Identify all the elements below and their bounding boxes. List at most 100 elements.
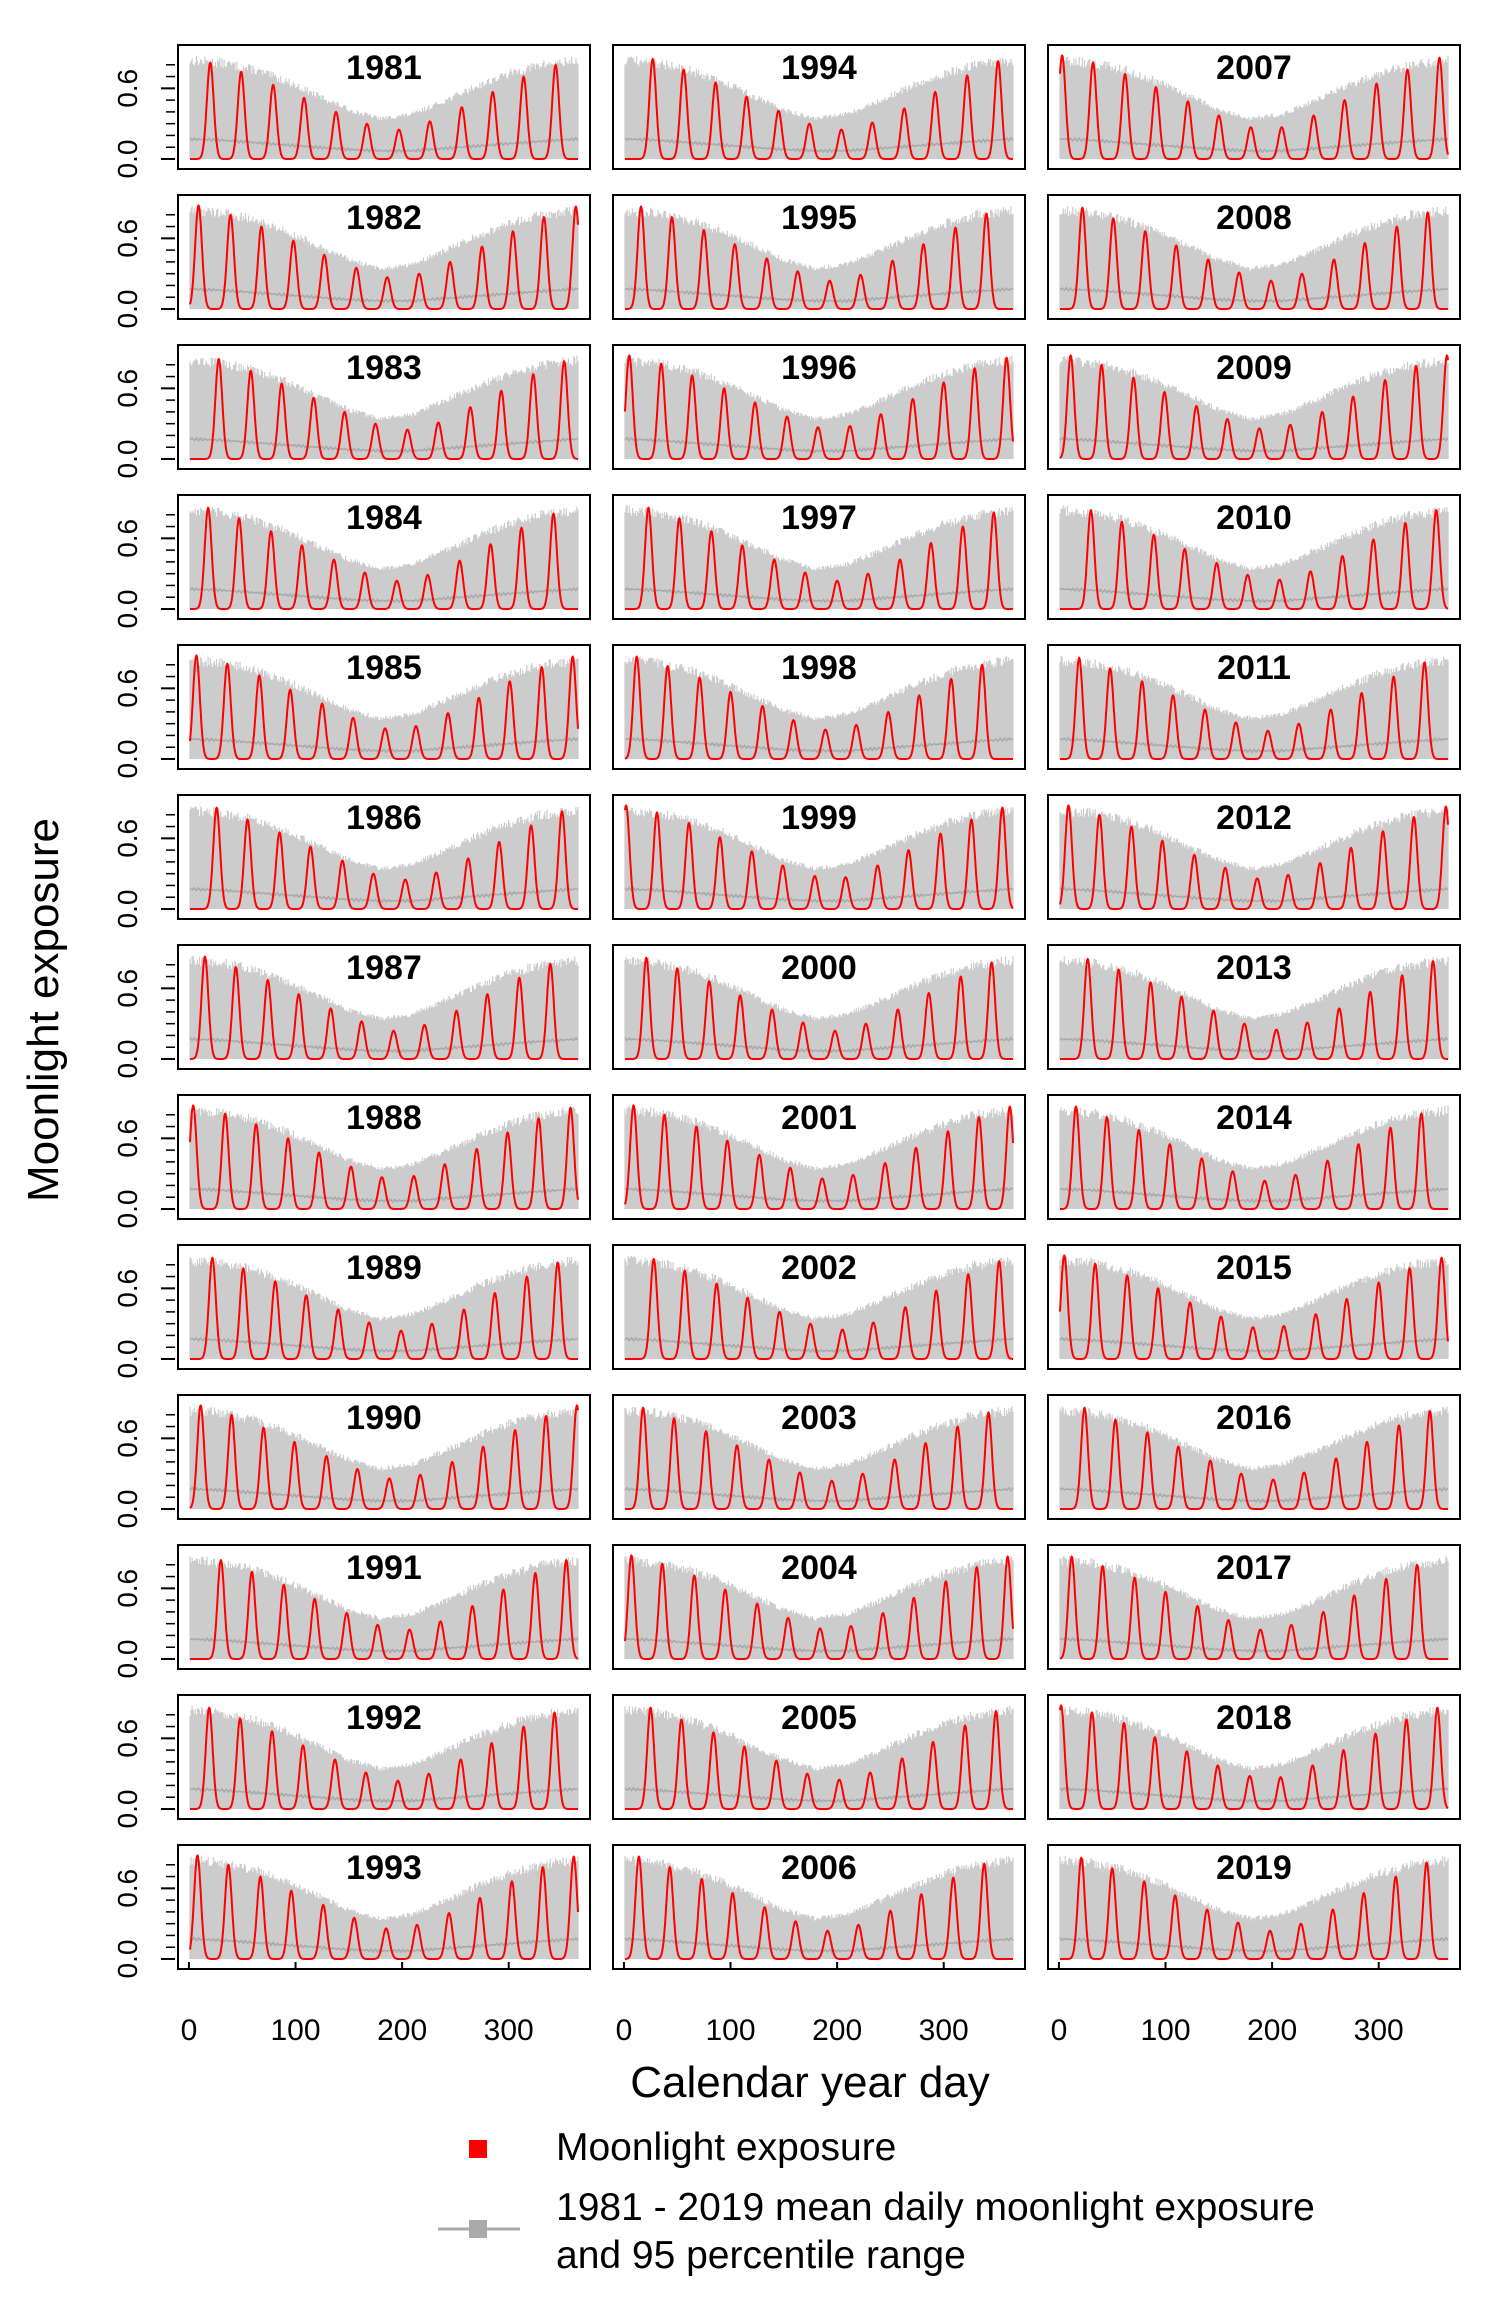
y-tick-label: 0.0: [112, 1190, 143, 1229]
panel-frame-1985: [177, 644, 591, 770]
moonlight-series-1990: [189, 1404, 579, 1510]
legend-label-moonlight: Moonlight exposure: [556, 2126, 896, 2169]
moonlight-series-1988: [189, 1104, 579, 1210]
panel-frame-2016: [1047, 1394, 1461, 1520]
percentile-band-2003: [624, 1406, 1014, 1509]
panel-frame-1981: [177, 44, 591, 170]
x-tick-label: 200: [377, 2014, 427, 2047]
mean-line-1981: [189, 136, 579, 154]
panel-frame-2004: [612, 1544, 1026, 1670]
panel-frame-1994: [612, 44, 1026, 170]
moonlight-series-1983: [189, 357, 579, 460]
moonlight-series-1991: [189, 1559, 579, 1660]
panel-year-label: 1999: [781, 799, 857, 837]
panel-year-label: 2009: [1216, 349, 1292, 387]
percentile-band-2000: [624, 956, 1014, 1059]
panel-year-label: 2017: [1216, 1549, 1292, 1587]
percentile-band-1984: [189, 507, 579, 609]
mean-line-1992: [189, 1786, 579, 1804]
panel-year-label: 1981: [346, 49, 422, 87]
panel-year-label: 2015: [1216, 1249, 1292, 1287]
moonlight-series-2001: [624, 1104, 1014, 1210]
y-tick-label: 0.0: [112, 290, 143, 329]
percentile-band-1999: [624, 806, 1014, 909]
panel-year-label: 1995: [781, 199, 857, 237]
moonlight-series-1987: [189, 955, 579, 1060]
y-tick-label: 0.6: [112, 519, 143, 558]
panel-year-label: 2016: [1216, 1399, 1292, 1437]
percentile-band-2019: [1059, 1855, 1449, 1959]
panel-2000: 2000: [612, 944, 1026, 1070]
panel-grid: 1981 1982 1983 1984 1985 1986 1987 1988 1989 1990…: [177, 44, 1461, 1970]
y-tick-label: 0.0: [112, 1940, 143, 1979]
y-tick-label: 0.0: [112, 1640, 143, 1679]
mean-line-1996: [624, 436, 1014, 454]
mean-line-2008: [1059, 286, 1449, 304]
mean-line-1999: [624, 886, 1014, 904]
x-tick-label: 100: [1140, 2014, 1190, 2047]
moonlight-series-2012: [1059, 804, 1449, 910]
panel-1995: 1995: [612, 194, 1026, 320]
panel-2002: 2002: [612, 1244, 1026, 1370]
panel-1997: 1997: [612, 494, 1026, 620]
panel-year-label: 1989: [346, 1249, 422, 1287]
y-axis-1987: 0.0 0.6: [112, 964, 175, 1079]
panel-year-label: 2001: [781, 1099, 857, 1137]
y-axis-1993: 0.0 0.6: [112, 1864, 175, 1979]
panel-frame-1998: [612, 644, 1026, 770]
panel-year-label: 1998: [781, 649, 857, 687]
y-tick-label: 0.6: [112, 1269, 143, 1308]
x-tick-label: 0: [181, 2014, 198, 2047]
moonlight-series-2018: [1059, 1704, 1449, 1810]
mean-line-2015: [1059, 1336, 1449, 1354]
y-tick-label: 0.6: [112, 369, 143, 408]
y-tick-label: 0.0: [112, 1040, 143, 1079]
mean-line-1985: [189, 736, 579, 754]
panel-2011: 2011: [1047, 644, 1461, 770]
panel-year-label: 1986: [346, 799, 422, 837]
x-tick-label: 0: [616, 2014, 633, 2047]
panel-year-label: 1990: [346, 1399, 422, 1437]
panel-frame-1990: [177, 1394, 591, 1520]
panel-year-label: 2007: [1216, 49, 1292, 87]
panel-2001: 2001: [612, 1094, 1026, 1220]
panel-frame-2018: [1047, 1694, 1461, 1820]
moonlight-series-1982: [189, 204, 579, 310]
panel-year-label: 1988: [346, 1099, 422, 1137]
y-tick-label: 0.0: [112, 590, 143, 629]
legend-label-mean-line2: and 95 percentile range: [556, 2234, 966, 2277]
panel-year-label: 1983: [346, 349, 422, 387]
moonlight-series-1997: [624, 506, 1014, 610]
x-tick-label: 200: [812, 2014, 862, 2047]
y-tick-label: 0.0: [112, 1340, 143, 1379]
moonlight-series-2009: [1059, 354, 1449, 460]
x-tick-label: 300: [919, 2014, 969, 2047]
percentile-band-2018: [1059, 1706, 1449, 1809]
moonlight-series-1999: [624, 804, 1014, 910]
panel-1993: 1993: [177, 1844, 591, 1970]
moonlight-series-2008: [1059, 206, 1449, 310]
panel-frame-1989: [177, 1244, 591, 1370]
mean-line-2017: [1059, 1636, 1449, 1654]
panel-frame-2011: [1047, 644, 1461, 770]
panel-frame-2010: [1047, 494, 1461, 620]
panel-2006: 2006: [612, 1844, 1026, 1970]
y-axis-1983: 0.0 0.6: [112, 364, 175, 479]
panel-frame-2003: [612, 1394, 1026, 1520]
y-tick-label: 0.6: [112, 69, 143, 108]
moonlight-series-2005: [624, 1706, 1014, 1810]
panel-year-label: 1996: [781, 349, 857, 387]
moonlight-series-1986: [189, 806, 579, 910]
mean-line-2016: [1059, 1486, 1449, 1504]
moonlight-series-1985: [189, 654, 579, 760]
y-tick-label: 0.0: [112, 440, 143, 479]
y-tick-label: 0.0: [112, 1490, 143, 1529]
panel-2004: 2004: [612, 1544, 1026, 1670]
moonlight-series-1984: [189, 506, 579, 610]
moonlight-series-2000: [624, 956, 1014, 1060]
panel-2005: 2005: [612, 1694, 1026, 1820]
panel-year-label: 2000: [781, 949, 857, 987]
moonlight-series-1992: [189, 1706, 579, 1810]
legend-swatch-moonlight: [469, 2140, 487, 2158]
y-tick-label: 0.6: [112, 1569, 143, 1608]
